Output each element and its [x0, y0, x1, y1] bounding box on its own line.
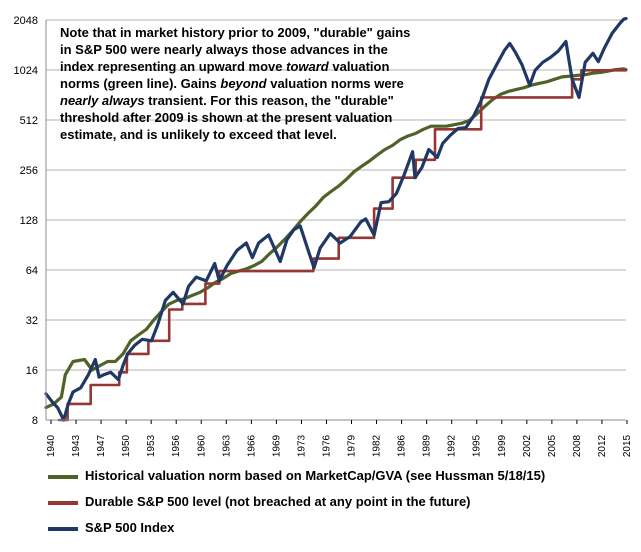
x-tick-label-1999: 1999	[497, 434, 508, 457]
axes	[45, 20, 626, 421]
x-tick-label-1966: 1966	[246, 434, 257, 457]
chart-annotation: Note that in market history prior to 200…	[60, 24, 415, 143]
annotation-part-3: valuation norms were	[266, 76, 404, 91]
x-tick-label-1943: 1943	[71, 434, 82, 457]
x-tick-label-1976: 1976	[321, 434, 332, 457]
x-tick-label-1953: 1953	[146, 434, 157, 457]
legend-label-valuation-norm: Historical valuation norm based on Marke…	[85, 468, 546, 483]
x-tick-label-2012: 2012	[597, 434, 608, 457]
x-axis-ticks: 1940 1943 1947 1950 1953 1956 1960 1963 1966 1969…	[46, 420, 633, 457]
x-tick-label-2002: 2002	[522, 434, 533, 457]
x-tick-label-1963: 1963	[221, 434, 232, 457]
x-tick-label-1992: 1992	[447, 434, 458, 457]
x-tick-label-2008: 2008	[572, 434, 583, 457]
series-lines	[44, 16, 628, 422]
legend-swatch-sp500	[48, 527, 78, 531]
y-tick-label-16: 16	[26, 365, 38, 377]
annotation-part-2: valuation norms (green line). Gains	[60, 59, 390, 91]
legend-swatch-durable-level	[48, 501, 78, 505]
series-line-valuation-norm	[44, 67, 628, 410]
y-tick-label-32: 32	[26, 315, 38, 327]
x-tick-label-1947: 1947	[96, 434, 107, 457]
y-tick-label-8: 8	[32, 415, 38, 427]
x-tick-label-1973: 1973	[296, 434, 307, 457]
annotation-emphasis-toward: toward	[286, 59, 329, 74]
x-tick-label-1956: 1956	[171, 434, 182, 457]
x-tick-label-1982: 1982	[372, 434, 383, 457]
x-tick-label-1969: 1969	[271, 434, 282, 457]
legend-label-durable-level: Durable S&P 500 level (not breached at a…	[85, 494, 471, 509]
legend-swatch-valuation-norm	[48, 475, 78, 479]
x-tick-label-1989: 1989	[422, 434, 433, 457]
x-tick-label-1940: 1940	[46, 434, 57, 457]
x-tick-label-2005: 2005	[547, 434, 558, 457]
y-tick-label-1024: 1024	[14, 65, 38, 77]
series-line-sp500	[44, 16, 628, 422]
y-tick-label-128: 128	[20, 215, 38, 227]
annotation-emphasis-beyond: beyond	[220, 76, 267, 91]
annotation-part-4: transient. For this reason, the "durable…	[60, 93, 394, 142]
gridlines	[46, 19, 626, 371]
x-tick-label-2015: 2015	[622, 434, 633, 457]
y-axis-ticks: 8 16 32 64 128 256 512 1024 2048	[14, 15, 38, 427]
y-tick-label-64: 64	[26, 265, 38, 277]
x-tick-label-1950: 1950	[121, 434, 132, 457]
y-tick-label-512: 512	[20, 115, 38, 127]
y-tick-label-2048: 2048	[14, 15, 38, 27]
annotation-emphasis-nearly-always: nearly always	[60, 93, 145, 108]
x-tick-label-1986: 1986	[397, 434, 408, 457]
legend-label-sp500: S&P 500 Index	[85, 520, 175, 535]
x-tick-label-1979: 1979	[347, 434, 358, 457]
y-tick-label-256: 256	[20, 165, 38, 177]
annotation-part-1: Note that in market history prior to 200…	[60, 25, 411, 74]
x-tick-label-1995: 1995	[472, 434, 483, 457]
x-tick-label-1960: 1960	[196, 434, 207, 457]
